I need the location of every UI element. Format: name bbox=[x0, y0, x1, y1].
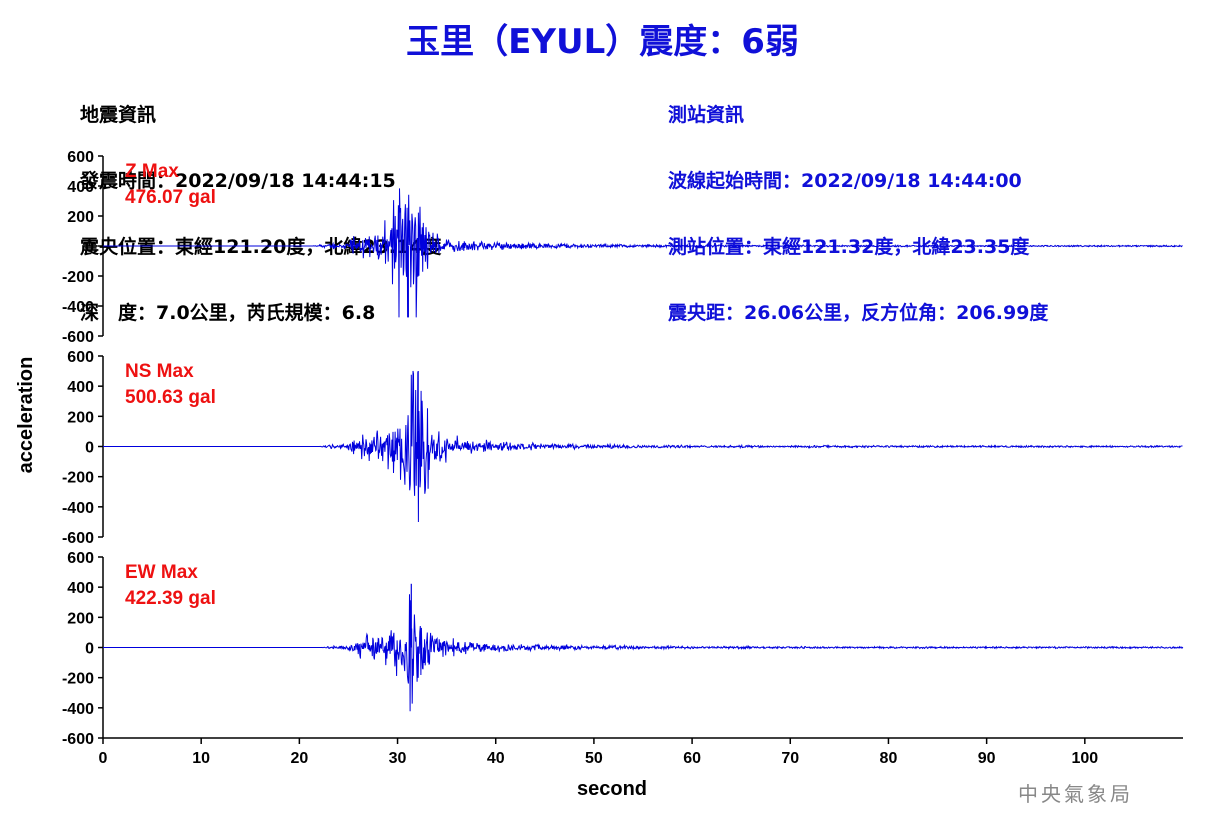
y-tick-label-ew: 0 bbox=[85, 641, 94, 658]
y-tick-label-z: -600 bbox=[62, 329, 94, 346]
x-tick-label: 20 bbox=[290, 750, 308, 767]
x-tick-label: 70 bbox=[781, 750, 799, 767]
y-tick-label-z: 600 bbox=[67, 149, 94, 166]
quake-depth-magnitude: 深 度：7.0公里，芮氏規模：6.8 bbox=[80, 302, 376, 324]
y-tick-label-ns: 200 bbox=[67, 409, 94, 426]
x-tick-label: 10 bbox=[192, 750, 210, 767]
panel-max-value-ew: 422.39 gal bbox=[125, 588, 216, 609]
x-tick-label: 90 bbox=[978, 750, 996, 767]
station-info-block: 測站資訊 波線起始時間：2022/09/18 14:44:00 測站位置：東經1… bbox=[668, 60, 1048, 346]
panel-label-ns: NS Max bbox=[125, 361, 194, 382]
y-tick-label-ew: -400 bbox=[62, 701, 94, 718]
y-tick-label-z: 200 bbox=[67, 209, 94, 226]
x-tick-label: 60 bbox=[683, 750, 701, 767]
y-tick-label-ew: 400 bbox=[67, 580, 94, 597]
y-tick-label-ew: 200 bbox=[67, 610, 94, 627]
panel-label-z: Z Max bbox=[125, 161, 179, 182]
x-axis-label: second bbox=[577, 778, 647, 800]
y-tick-label-ew: -600 bbox=[62, 731, 94, 748]
y-tick-label-z: -200 bbox=[62, 269, 94, 286]
panel-max-value-ns: 500.63 gal bbox=[125, 387, 216, 408]
waveform-ew bbox=[103, 594, 1184, 712]
agency-credit: 中央氣象局 bbox=[1018, 782, 1133, 806]
y-tick-label-ns: -200 bbox=[62, 470, 94, 487]
y-tick-label-z: 0 bbox=[85, 239, 94, 256]
page-title: 玉里（EYUL）震度：6弱 bbox=[406, 22, 799, 62]
y-tick-label-ns: 0 bbox=[85, 440, 94, 457]
station-location: 測站位置：東經121.32度，北緯23.35度 bbox=[668, 236, 1030, 258]
y-tick-label-ns: 400 bbox=[67, 379, 94, 396]
y-tick-label-ew: 600 bbox=[67, 550, 94, 567]
panel-max-value-z: 476.07 gal bbox=[125, 187, 216, 208]
y-tick-label-z: -400 bbox=[62, 299, 94, 316]
station-info-heading: 測站資訊 bbox=[668, 104, 745, 126]
y-axis-label: acceleration bbox=[15, 357, 37, 474]
y-tick-label-ns: -400 bbox=[62, 500, 94, 517]
quake-origin-time: 發震時間：2022/09/18 14:44:15 bbox=[80, 170, 396, 192]
waveform-z bbox=[103, 188, 1183, 318]
waveform-start-time: 波線起始時間：2022/09/18 14:44:00 bbox=[668, 170, 1022, 192]
y-tick-label-z: 400 bbox=[67, 179, 94, 196]
x-tick-label: 80 bbox=[880, 750, 898, 767]
y-tick-label-ew: -200 bbox=[62, 671, 94, 688]
epicentral-distance: 震央距：26.06公里，反方位角：206.99度 bbox=[668, 302, 1049, 324]
x-tick-label: 50 bbox=[585, 750, 603, 767]
y-tick-label-ns: -600 bbox=[62, 530, 94, 547]
panel-label-ew: EW Max bbox=[125, 562, 198, 583]
quake-info-heading: 地震資訊 bbox=[80, 104, 157, 126]
x-tick-label: 40 bbox=[487, 750, 505, 767]
x-tick-label: 30 bbox=[389, 750, 407, 767]
x-tick-label: 0 bbox=[99, 750, 108, 767]
x-tick-label: 100 bbox=[1071, 750, 1098, 767]
waveform-ns bbox=[103, 370, 1183, 523]
y-tick-label-ns: 600 bbox=[67, 349, 94, 366]
